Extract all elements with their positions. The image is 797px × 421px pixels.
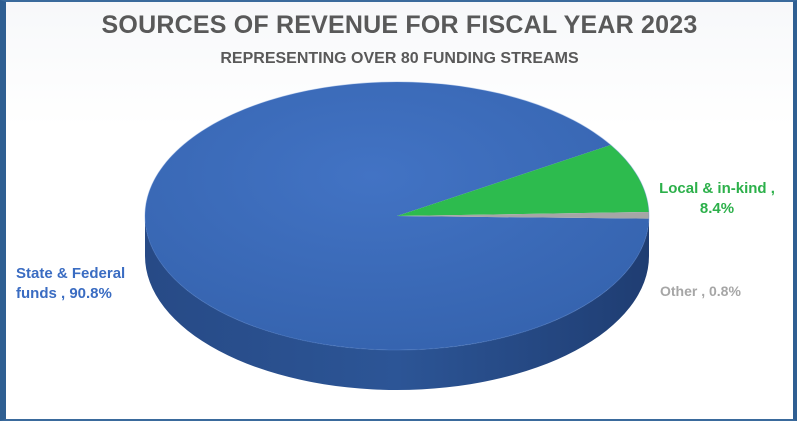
slice-label-other-line1: Other , 0.8% — [660, 283, 741, 299]
slice-label-local-inkind: Local & in-kind , 8.4% — [652, 179, 782, 219]
slice-local-inkind — [397, 145, 649, 216]
slice-label-state-federal-line2: funds , 90.8% — [16, 285, 112, 302]
slice-other — [397, 211, 650, 219]
slice-state-federal — [145, 82, 649, 350]
chart-subtitle: REPRESENTING OVER 80 FUNDING STREAMS — [220, 50, 579, 67]
chart-title: SOURCES OF REVENUE FOR FISCAL YEAR 2023 — [101, 11, 698, 39]
slice-label-state-federal: State & Federal funds , 90.8% — [16, 264, 156, 304]
slice-label-local-inkind-line2: 8.4% — [699, 200, 735, 217]
slice-label-state-federal-line1: State & Federal — [16, 265, 126, 282]
pie-rim — [144, 81, 650, 351]
slice-label-local-inkind-line1: Local & in-kind , — [659, 180, 775, 197]
pie-side-wall — [145, 216, 649, 390]
slice-label-other: Other , 0.8% — [660, 281, 780, 301]
pie-group — [144, 81, 650, 390]
